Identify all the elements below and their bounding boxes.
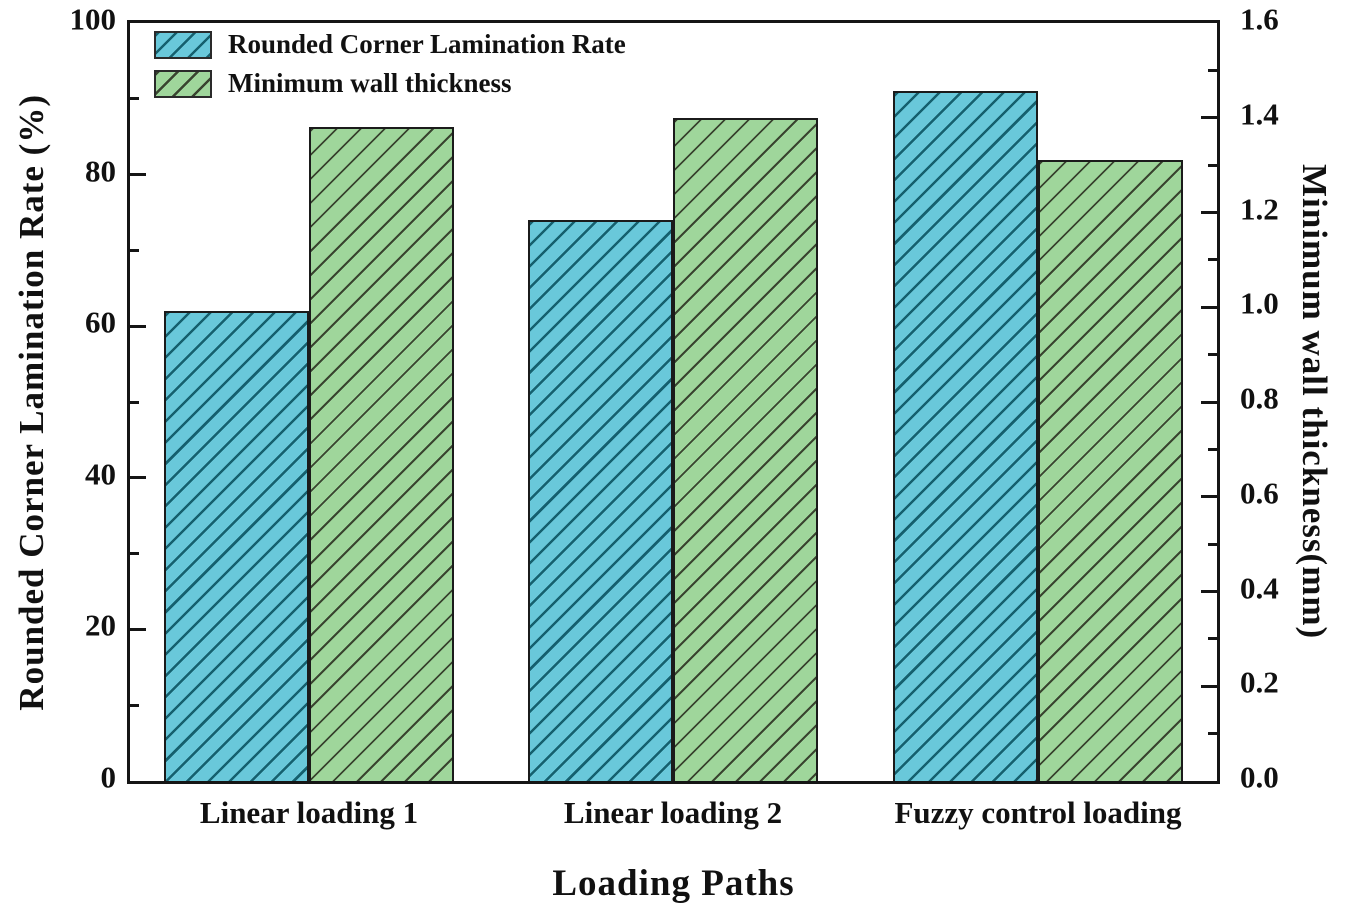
left-axis-major-tick bbox=[130, 173, 146, 176]
left-axis-minor-tick bbox=[130, 704, 139, 707]
left-axis-minor-tick bbox=[130, 401, 139, 404]
right-y-tick-label: 1.2 bbox=[1240, 191, 1279, 227]
legend-item-lamination-rate: Rounded Corner Lamination Rate bbox=[154, 29, 626, 60]
bar-wall-thickness-3 bbox=[1038, 160, 1183, 781]
left-axis-minor-tick bbox=[130, 552, 139, 555]
right-axis-minor-tick bbox=[1208, 69, 1217, 72]
left-axis-major-tick bbox=[130, 476, 146, 479]
x-category-label: Linear loading 2 bbox=[563, 795, 783, 830]
left-axis-major-tick bbox=[130, 628, 146, 631]
x-category-label: Linear loading 1 bbox=[199, 795, 419, 830]
right-y-tick-label: 1.4 bbox=[1240, 96, 1279, 132]
legend-item-wall-thickness: Minimum wall thickness bbox=[154, 67, 626, 99]
legend-label-lamination-rate: Rounded Corner Lamination Rate bbox=[228, 29, 626, 59]
right-axis-minor-tick bbox=[1208, 543, 1217, 546]
right-axis-minor-tick bbox=[1208, 732, 1217, 735]
left-axis-minor-tick bbox=[130, 97, 139, 100]
right-y-axis-title: Minimum wall thickness(mm) bbox=[1284, 20, 1344, 784]
right-y-tick-label: 0.4 bbox=[1240, 570, 1279, 606]
left-y-tick-label: 20 bbox=[85, 607, 116, 643]
bar-lamination-rate-1 bbox=[164, 311, 309, 781]
right-y-tick-label: 0.2 bbox=[1240, 664, 1279, 700]
left-y-tick-label: 0 bbox=[100, 759, 117, 795]
legend-swatch-lamination-rate bbox=[154, 30, 212, 59]
left-y-tick-label: 60 bbox=[85, 304, 116, 340]
right-axis-minor-tick bbox=[1208, 353, 1217, 356]
right-axis-major-tick bbox=[1201, 495, 1217, 498]
left-y-tick-label: 80 bbox=[85, 153, 116, 189]
right-y-tick-label: 1.6 bbox=[1240, 1, 1279, 37]
right-axis-major-tick bbox=[1201, 306, 1217, 309]
right-axis-minor-tick bbox=[1208, 258, 1217, 261]
right-axis-minor-tick bbox=[1208, 164, 1217, 167]
right-y-tick-label: 0.8 bbox=[1240, 380, 1279, 416]
left-y-tick-label: 100 bbox=[69, 1, 117, 37]
legend: Rounded Corner Lamination Rate Minimum w… bbox=[154, 29, 626, 107]
x-category-label: Fuzzy control loading bbox=[894, 795, 1182, 830]
bar-wall-thickness-2 bbox=[673, 118, 818, 781]
right-axis-major-tick bbox=[1201, 401, 1217, 404]
legend-swatch-wall-thickness bbox=[154, 69, 212, 98]
bar-wall-thickness-1 bbox=[309, 127, 454, 781]
bar-lamination-rate-2 bbox=[528, 220, 673, 781]
left-axis-minor-tick bbox=[130, 249, 139, 252]
bar-lamination-rate-3 bbox=[893, 91, 1038, 781]
right-y-tick-label: 0.0 bbox=[1240, 759, 1279, 795]
right-axis-major-tick bbox=[1201, 685, 1217, 688]
right-axis-minor-tick bbox=[1208, 637, 1217, 640]
right-y-tick-label: 1.0 bbox=[1240, 285, 1279, 321]
left-y-axis-title-text: Rounded Corner Lamination Rate (%) bbox=[12, 93, 51, 711]
right-axis-major-tick bbox=[1201, 116, 1217, 119]
left-y-axis-title: Rounded Corner Lamination Rate (%) bbox=[4, 20, 60, 784]
right-axis-major-tick bbox=[1201, 590, 1217, 593]
legend-label-wall-thickness: Minimum wall thickness bbox=[228, 67, 512, 98]
x-axis-title: Loading Paths bbox=[552, 863, 795, 904]
left-y-tick-label: 40 bbox=[85, 456, 116, 492]
plot-area: Rounded Corner Lamination Rate Minimum w… bbox=[127, 20, 1220, 784]
left-axis-major-tick bbox=[130, 325, 146, 328]
right-y-tick-label: 0.6 bbox=[1240, 475, 1279, 511]
right-y-axis-title-text: Minimum wall thickness(mm) bbox=[1295, 164, 1334, 640]
right-axis-major-tick bbox=[1201, 211, 1217, 214]
right-axis-minor-tick bbox=[1208, 448, 1217, 451]
